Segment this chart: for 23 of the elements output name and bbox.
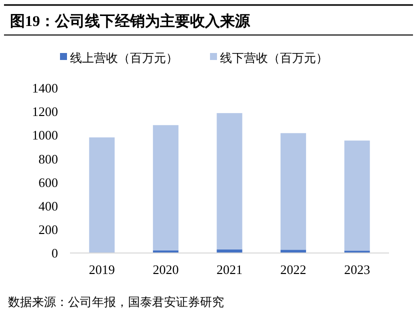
legend-label: 线上营收（百万元） [70,51,178,65]
x-tick-label: 2023 [344,262,370,277]
y-tick-label: 200 [38,222,58,237]
bar [344,140,370,251]
y-tick-label: 0 [52,246,58,261]
bar [216,113,242,250]
y-tick-label: 400 [38,198,58,214]
x-tick-label: 2019 [88,262,115,277]
bar [280,250,306,253]
y-tick-label: 600 [38,174,58,190]
bar [152,125,178,250]
y-tick-label: 1200 [32,104,58,120]
legend-label: 线下营收（百万元） [220,51,328,65]
source-note: 数据来源：公司年报，国泰君安证券研究 [8,295,224,309]
y-tick-label: 1000 [32,128,58,143]
chart-title: 图19：公司线下经销为主要收入来源 [10,12,251,30]
x-tick-label: 2020 [152,262,179,277]
x-tick-label: 2022 [280,262,306,277]
x-tick-label: 2021 [216,262,242,277]
bar [280,133,306,250]
y-tick-label: 1400 [32,80,58,96]
y-tick-label: 800 [38,151,58,166]
bar [89,137,115,253]
